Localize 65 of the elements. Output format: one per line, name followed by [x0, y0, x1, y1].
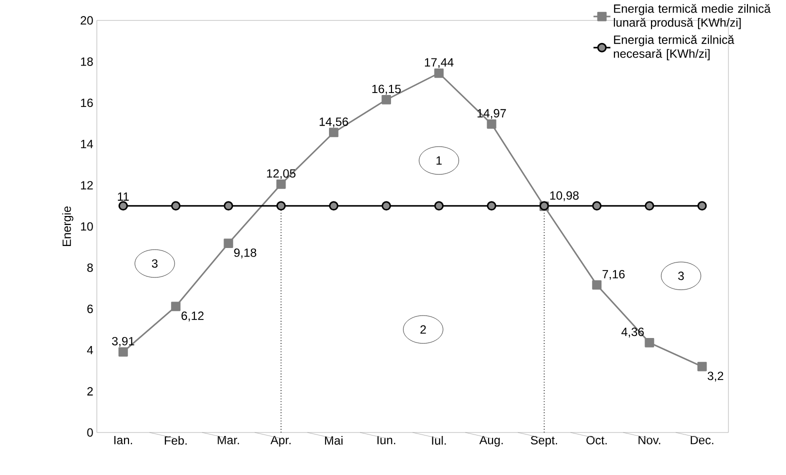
data-label: 16,15: [372, 84, 401, 94]
point: [592, 201, 602, 210]
point: [328, 201, 338, 210]
y-tick-label: 0: [87, 428, 93, 437]
point: [382, 201, 392, 210]
y-tick-label: 12: [81, 180, 93, 190]
x-tick-label: Ian.: [114, 436, 132, 444]
y-tick-label: 10: [81, 222, 93, 231]
point: [276, 201, 286, 210]
y-tick-label: 18: [81, 57, 93, 66]
y-tick-label: 8: [87, 263, 93, 272]
data-label: 10,98: [550, 191, 579, 202]
annotation: 3: [152, 259, 158, 268]
y-tick-label: 14: [81, 140, 94, 148]
x-tick-label: Sept.: [530, 436, 558, 447]
data-label: 14,97: [478, 108, 506, 119]
annotation: 3: [678, 272, 684, 280]
x-tick-label: Iul.: [432, 436, 446, 445]
x-tick-label: Iun.: [377, 436, 396, 444]
point: [382, 94, 392, 104]
point: [171, 302, 181, 311]
point: [486, 201, 496, 210]
data-label: 3,2: [708, 372, 724, 382]
point: [486, 119, 496, 129]
data-label: 11: [118, 192, 129, 201]
point: [118, 201, 128, 210]
point: [644, 338, 654, 348]
y-tick-label: 6: [87, 304, 93, 313]
data-label: 9,18: [234, 248, 256, 258]
annotation: 2: [420, 325, 426, 334]
point: [592, 280, 602, 290]
annotation: 1: [436, 156, 442, 165]
x-tick-label: Nov.: [638, 436, 660, 444]
point: [697, 362, 707, 372]
y-tick-label: 2: [87, 387, 93, 396]
x-tick-label: Feb.: [164, 436, 187, 445]
x-tick-label: Apr.: [270, 436, 291, 447]
data-label: 7,16: [602, 270, 625, 280]
data-label: 14,56: [320, 117, 348, 128]
legend-label: Energia termică medie zilnică lunară produsă [KWh/zi]: [614, 4, 771, 30]
y-tick-label: 4: [87, 346, 94, 354]
y-axis-title: Energie: [62, 206, 74, 246]
data-label: 4,36: [621, 328, 644, 338]
point: [224, 238, 234, 248]
point: [434, 201, 444, 210]
x-tick-label: Mai: [325, 436, 342, 445]
point: [276, 179, 286, 189]
data-label: 17,44: [424, 58, 454, 68]
point: [171, 201, 181, 210]
data-label: 3,91: [112, 336, 134, 347]
x-tick-label: Dec.: [690, 436, 714, 444]
point: [697, 201, 707, 210]
data-label: 12,05: [267, 169, 296, 179]
point: [434, 68, 444, 78]
x-tick-label: Oct.: [586, 436, 607, 444]
point: [118, 347, 128, 357]
x-tick-label: Aug.: [479, 436, 503, 447]
point: [644, 201, 654, 210]
y-tick-label: 16: [81, 98, 93, 107]
legend-label: Energia termică zilnică necesară [KWh/zi]: [614, 34, 734, 60]
point: [224, 201, 234, 210]
x-tick-label: Mar.: [218, 436, 239, 444]
y-tick-label: 20: [80, 16, 93, 25]
point: [328, 128, 338, 138]
data-label: 6,12: [182, 311, 204, 322]
